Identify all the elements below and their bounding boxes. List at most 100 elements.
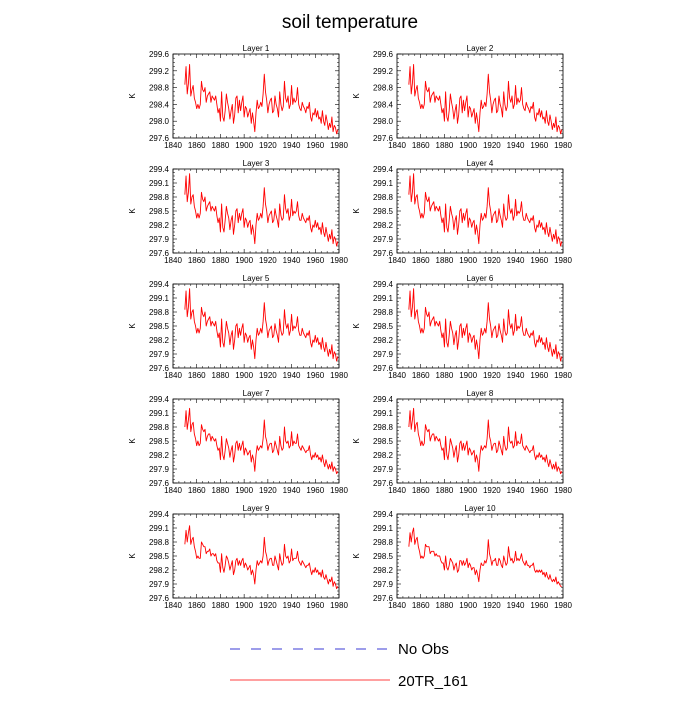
layer-7-xtick-label: 1960: [306, 486, 324, 495]
layer-9-xtick-label: 1920: [259, 601, 277, 610]
layer-8-ytick-label: 298.8: [373, 423, 394, 432]
layer-1-ylabel: K: [128, 93, 137, 99]
layer-9-series-line: [184, 525, 339, 590]
layer-3-xtick-label: 1980: [330, 256, 348, 265]
layer-1-xtick-label: 1900: [235, 141, 253, 150]
layer-9-xtick-label: 1900: [235, 601, 253, 610]
layer-10-xtick-label: 1840: [388, 601, 406, 610]
layer-10-ylabel: K: [352, 553, 361, 559]
layer-6-title: Layer 6: [467, 274, 494, 283]
layer-6-ytick-label: 298.5: [373, 322, 394, 331]
layer-2-xtick-label: 1880: [436, 141, 454, 150]
layer-8-xtick-label: 1860: [412, 486, 430, 495]
layer-9-title: Layer 9: [243, 504, 270, 513]
layer-3-ylabel: K: [128, 208, 137, 214]
panel-layer-8: Layer 8 1840 1860 1880 1900 1920 1940 1960 1980 2…: [352, 389, 572, 495]
layer-4-ytick-label: 297.6: [373, 249, 394, 258]
layer-10-xtick-label: 1920: [483, 601, 501, 610]
layer-1-ytick-label: 298.4: [149, 100, 170, 109]
layer-10-ytick-label: 297.9: [373, 580, 394, 589]
layer-7-xtick-label: 1980: [330, 486, 348, 495]
layer-9-xtick-label: 1980: [330, 601, 348, 610]
layer-5-xtick-label: 1980: [330, 371, 348, 380]
layer-6-xtick-label: 1880: [436, 371, 454, 380]
layer-5-xtick-label: 1960: [306, 371, 324, 380]
layer-8-xtick-label: 1960: [530, 486, 548, 495]
layer-2-xtick-label: 1840: [388, 141, 406, 150]
layer-6-ylabel: K: [352, 323, 361, 329]
layer-3-ytick-label: 297.6: [149, 249, 170, 258]
layer-8-xtick-label: 1920: [483, 486, 501, 495]
layer-4-ytick-label: 298.2: [373, 221, 394, 230]
layer-5-xtick-label: 1940: [283, 371, 301, 380]
layer-6-xtick-label: 1980: [554, 371, 572, 380]
layer-7-series-line: [184, 407, 339, 475]
layer-2-frame: [396, 53, 564, 139]
layer-1-xtick-label: 1960: [306, 141, 324, 150]
layer-3-xtick-label: 1940: [283, 256, 301, 265]
layer-2-xtick-label: 1920: [483, 141, 501, 150]
layer-5-xtick-label: 1840: [164, 371, 182, 380]
layer-4-ytick-label: 297.9: [373, 235, 394, 244]
layer-6-series-line: [408, 288, 563, 362]
layer-10-ytick-label: 298.2: [373, 566, 394, 575]
panel-layer-9: Layer 9 1840 1860 1880 1900 1920 1940 1960 1980 2…: [128, 504, 348, 610]
layer-9-xtick-label: 1960: [306, 601, 324, 610]
layer-6-ytick-label: 297.6: [373, 364, 394, 373]
layer-6-ytick-label: 297.9: [373, 350, 394, 359]
layer-8-title: Layer 8: [467, 389, 494, 398]
layer-1-ytick-label: 298.0: [149, 117, 170, 126]
layer-1-xtick-label: 1980: [330, 141, 348, 150]
layer-8-xtick-label: 1980: [554, 486, 572, 495]
layer-5-ytick-label: 298.5: [149, 322, 170, 331]
layer-3-xtick-label: 1880: [212, 256, 230, 265]
layer-8-ytick-label: 297.9: [373, 465, 394, 474]
layer-2-ytick-label: 298.4: [373, 100, 394, 109]
layer-2-xtick-label: 1860: [412, 141, 430, 150]
layer-6-xtick-label: 1900: [459, 371, 477, 380]
layer-4-series-line: [408, 173, 563, 247]
layer-2-ytick-label: 298.0: [373, 117, 394, 126]
layer-8-ytick-label: 299.4: [373, 395, 394, 404]
panel-layer-1: Layer 1 1840 1860 1880 1900 1920 1940 1960 1980 2…: [128, 44, 348, 150]
layer-1-xtick-label: 1860: [188, 141, 206, 150]
layer-7-ytick-label: 298.2: [149, 451, 170, 460]
layer-6-xtick-label: 1840: [388, 371, 406, 380]
layer-2-ytick-label: 297.6: [373, 134, 394, 143]
layer-5-xtick-label: 1880: [212, 371, 230, 380]
legend: No Obs 20TR_161: [230, 641, 468, 690]
layer-4-ytick-label: 299.1: [373, 179, 394, 188]
layer-1-ytick-label: 297.6: [149, 134, 170, 143]
layer-7-xtick-label: 1940: [283, 486, 301, 495]
layer-9-ytick-label: 298.5: [149, 552, 170, 561]
layer-3-ytick-label: 298.5: [149, 207, 170, 216]
layer-4-xtick-label: 1880: [436, 256, 454, 265]
panel-layer-7: Layer 7 1840 1860 1880 1900 1920 1940 1960 1980 2…: [128, 389, 348, 495]
layer-4-xtick-label: 1940: [507, 256, 525, 265]
layer-1-xtick-label: 1840: [164, 141, 182, 150]
layer-9-ytick-label: 299.1: [149, 524, 170, 533]
layer-10-series-line: [408, 527, 562, 587]
layer-4-ytick-label: 299.4: [373, 165, 394, 174]
layer-10-xtick-label: 1980: [554, 601, 572, 610]
layer-4-xtick-label: 1960: [530, 256, 548, 265]
layer-8-xtick-label: 1840: [388, 486, 406, 495]
layer-9-xtick-label: 1880: [212, 601, 230, 610]
layer-10-xtick-label: 1860: [412, 601, 430, 610]
panel-layer-2: Layer 2 1840 1860 1880 1900 1920 1940 1960 1980 2…: [352, 44, 572, 150]
layer-5-ytick-label: 299.1: [149, 294, 170, 303]
layer-7-xtick-label: 1900: [235, 486, 253, 495]
layer-10-ytick-label: 299.4: [373, 510, 394, 519]
layer-8-xtick-label: 1900: [459, 486, 477, 495]
layer-2-series-line: [408, 64, 563, 135]
layer-5-xtick-label: 1920: [259, 371, 277, 380]
layer-1-xtick-label: 1880: [212, 141, 230, 150]
layer-5-ytick-label: 297.6: [149, 364, 170, 373]
layer-5-ylabel: K: [128, 323, 137, 329]
layer-4-title: Layer 4: [467, 159, 494, 168]
layer-10-xtick-label: 1940: [507, 601, 525, 610]
layer-6-ytick-label: 299.4: [373, 280, 394, 289]
layer-1-title: Layer 1: [243, 44, 270, 53]
